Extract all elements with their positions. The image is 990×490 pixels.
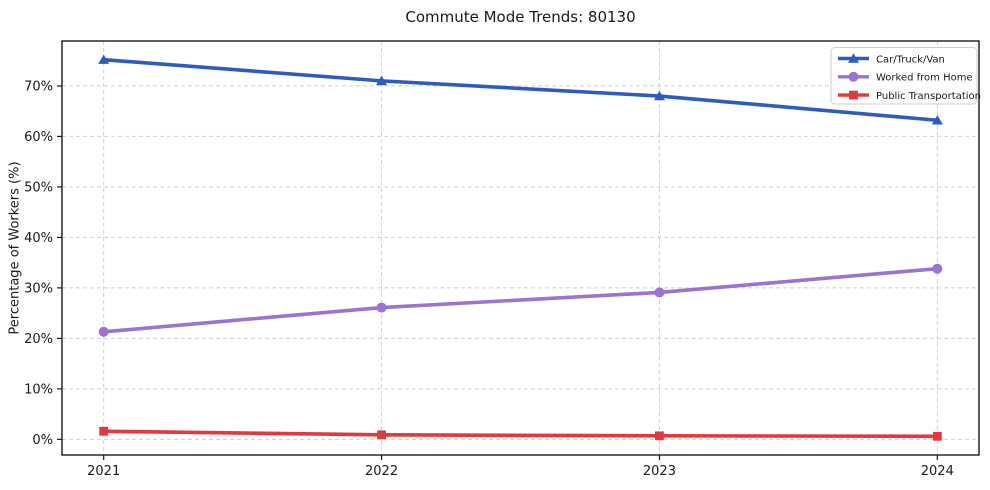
- data-point-public-transportation: [99, 426, 109, 436]
- y-tick-label: 10%: [24, 382, 53, 397]
- series-line-public-transportation: [101, 429, 940, 439]
- y-tick-label: 40%: [24, 231, 53, 246]
- data-point-car-truck-van: [653, 90, 665, 101]
- series-line-car-truck-van: [101, 57, 940, 123]
- data-point-car-truck-van: [98, 54, 110, 64]
- legend-marker: [848, 71, 859, 82]
- data-point-worked-from-home: [654, 287, 665, 298]
- chart-title: Commute Mode Trends: 80130: [405, 8, 636, 26]
- y-tick-label: 50%: [24, 180, 53, 195]
- y-tick-label: 0%: [32, 433, 53, 448]
- legend-label: Worked from Home: [876, 73, 973, 84]
- legend-marker: [848, 53, 859, 63]
- series-line-worked-from-home: [101, 266, 940, 334]
- data-point-public-transportation: [377, 430, 386, 440]
- x-tick-label: 2023: [643, 464, 676, 479]
- data-point-car-truck-van: [931, 115, 943, 125]
- x-tick-label: 2024: [921, 464, 954, 479]
- legend-label: Car/Truck/Van: [876, 54, 945, 65]
- y-tick-label: 20%: [24, 332, 53, 347]
- data-point-worked-from-home: [376, 302, 387, 313]
- data-point-public-transportation: [655, 431, 664, 441]
- legend-label: Public Transportation: [876, 91, 981, 102]
- data-point-car-truck-van: [376, 75, 388, 86]
- y-tick-label: 30%: [24, 281, 53, 296]
- x-tick-label: 2022: [365, 464, 398, 479]
- data-point-public-transportation: [932, 431, 942, 441]
- plot-border: [61, 40, 980, 456]
- data-point-worked-from-home: [932, 263, 943, 274]
- x-tick-label: 2021: [87, 464, 120, 479]
- y-tick-label: 70%: [24, 79, 53, 94]
- data-point-worked-from-home: [98, 326, 109, 337]
- legend: [830, 47, 978, 105]
- legend-marker: [849, 90, 858, 100]
- y-tick-label: 60%: [24, 130, 53, 145]
